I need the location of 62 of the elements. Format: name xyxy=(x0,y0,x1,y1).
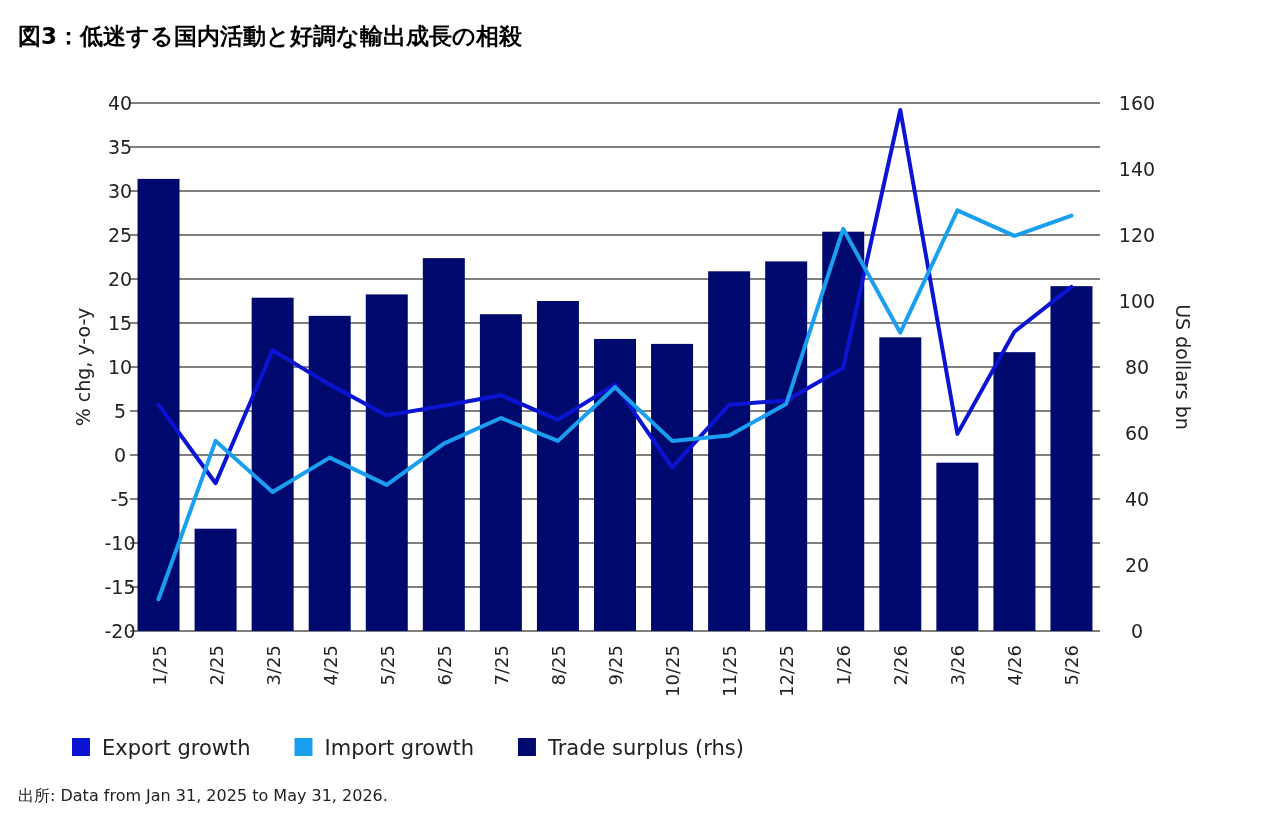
x-tick-label: 1/25 xyxy=(148,645,170,686)
y-tick-label: 0 xyxy=(113,444,127,466)
y-tick-label: -10 xyxy=(104,532,136,554)
y-tick-label: -15 xyxy=(104,576,136,598)
legend-label: Export growth xyxy=(102,736,251,760)
y2-tick-label: 160 xyxy=(1118,92,1156,114)
x-tick-label: 10/25 xyxy=(662,645,684,697)
y-tick-label: 5 xyxy=(113,400,127,422)
bar xyxy=(936,462,979,631)
x-tick-label: 3/25 xyxy=(262,645,284,686)
y-tick-label: 20 xyxy=(107,268,133,290)
y2-tick-label: 20 xyxy=(1124,554,1150,576)
y-tick-label: -20 xyxy=(104,620,136,642)
bar xyxy=(365,294,408,631)
y-tick-label: 30 xyxy=(107,180,133,202)
y2-tick-label: 100 xyxy=(1118,290,1156,312)
y2-tick-label: 140 xyxy=(1118,158,1156,180)
y-tick-label: 10 xyxy=(107,356,133,378)
bar xyxy=(137,178,180,631)
x-tick-label: 12/25 xyxy=(776,645,798,697)
bar xyxy=(251,297,294,631)
y2-tick-label: 80 xyxy=(1124,356,1150,378)
x-tick-label: 4/25 xyxy=(319,645,341,686)
x-tick-label: 7/25 xyxy=(490,645,512,686)
x-tick-label: 2/25 xyxy=(205,645,227,686)
x-tick-label: 8/25 xyxy=(547,645,569,686)
bar xyxy=(651,343,694,631)
x-tick-label: 2/26 xyxy=(890,645,912,686)
y-tick-label: 25 xyxy=(107,224,133,246)
y2-tick-label: 120 xyxy=(1118,224,1156,246)
x-tick-label: 4/26 xyxy=(1004,645,1026,686)
y-tick-label: 15 xyxy=(107,312,133,334)
bar xyxy=(422,258,465,631)
x-tick-label: 5/25 xyxy=(376,645,398,686)
y-tick-label: -5 xyxy=(110,488,130,510)
y-axis-title: % chg, y-o-y xyxy=(72,307,94,427)
bar xyxy=(879,337,922,631)
chart-title: 図3：低迷する国内活動と好調な輸出成長の相殺 xyxy=(18,23,523,49)
bar xyxy=(708,271,751,631)
legend-label: Import growth xyxy=(324,736,474,760)
bar xyxy=(194,528,237,631)
bar xyxy=(536,301,579,631)
x-tick-label: 6/25 xyxy=(433,645,455,686)
y2-tick-label: 60 xyxy=(1124,422,1150,444)
bar xyxy=(993,352,1036,631)
bar xyxy=(594,338,636,631)
x-tick-label: 9/25 xyxy=(605,645,626,686)
x-tick-label: 5/26 xyxy=(1061,645,1083,686)
bar xyxy=(1050,286,1093,631)
x-tick-label: 3/26 xyxy=(947,645,969,686)
x-tick-label: 1/26 xyxy=(833,645,855,686)
y2-tick-label: 40 xyxy=(1124,488,1150,510)
y-tick-label: 35 xyxy=(107,136,133,158)
x-tick-label: 11/25 xyxy=(719,645,741,697)
bar xyxy=(822,231,865,631)
bar xyxy=(308,315,351,631)
bar xyxy=(479,314,522,631)
bar xyxy=(765,261,808,631)
text: 出所: Data from Jan 31, 2025 to May 31, 2026. xyxy=(18,786,388,805)
y2-axis-title: US dollars bn xyxy=(1172,304,1194,430)
y2-tick-label: 0 xyxy=(1130,620,1144,642)
y-tick-label: 40 xyxy=(107,92,133,114)
